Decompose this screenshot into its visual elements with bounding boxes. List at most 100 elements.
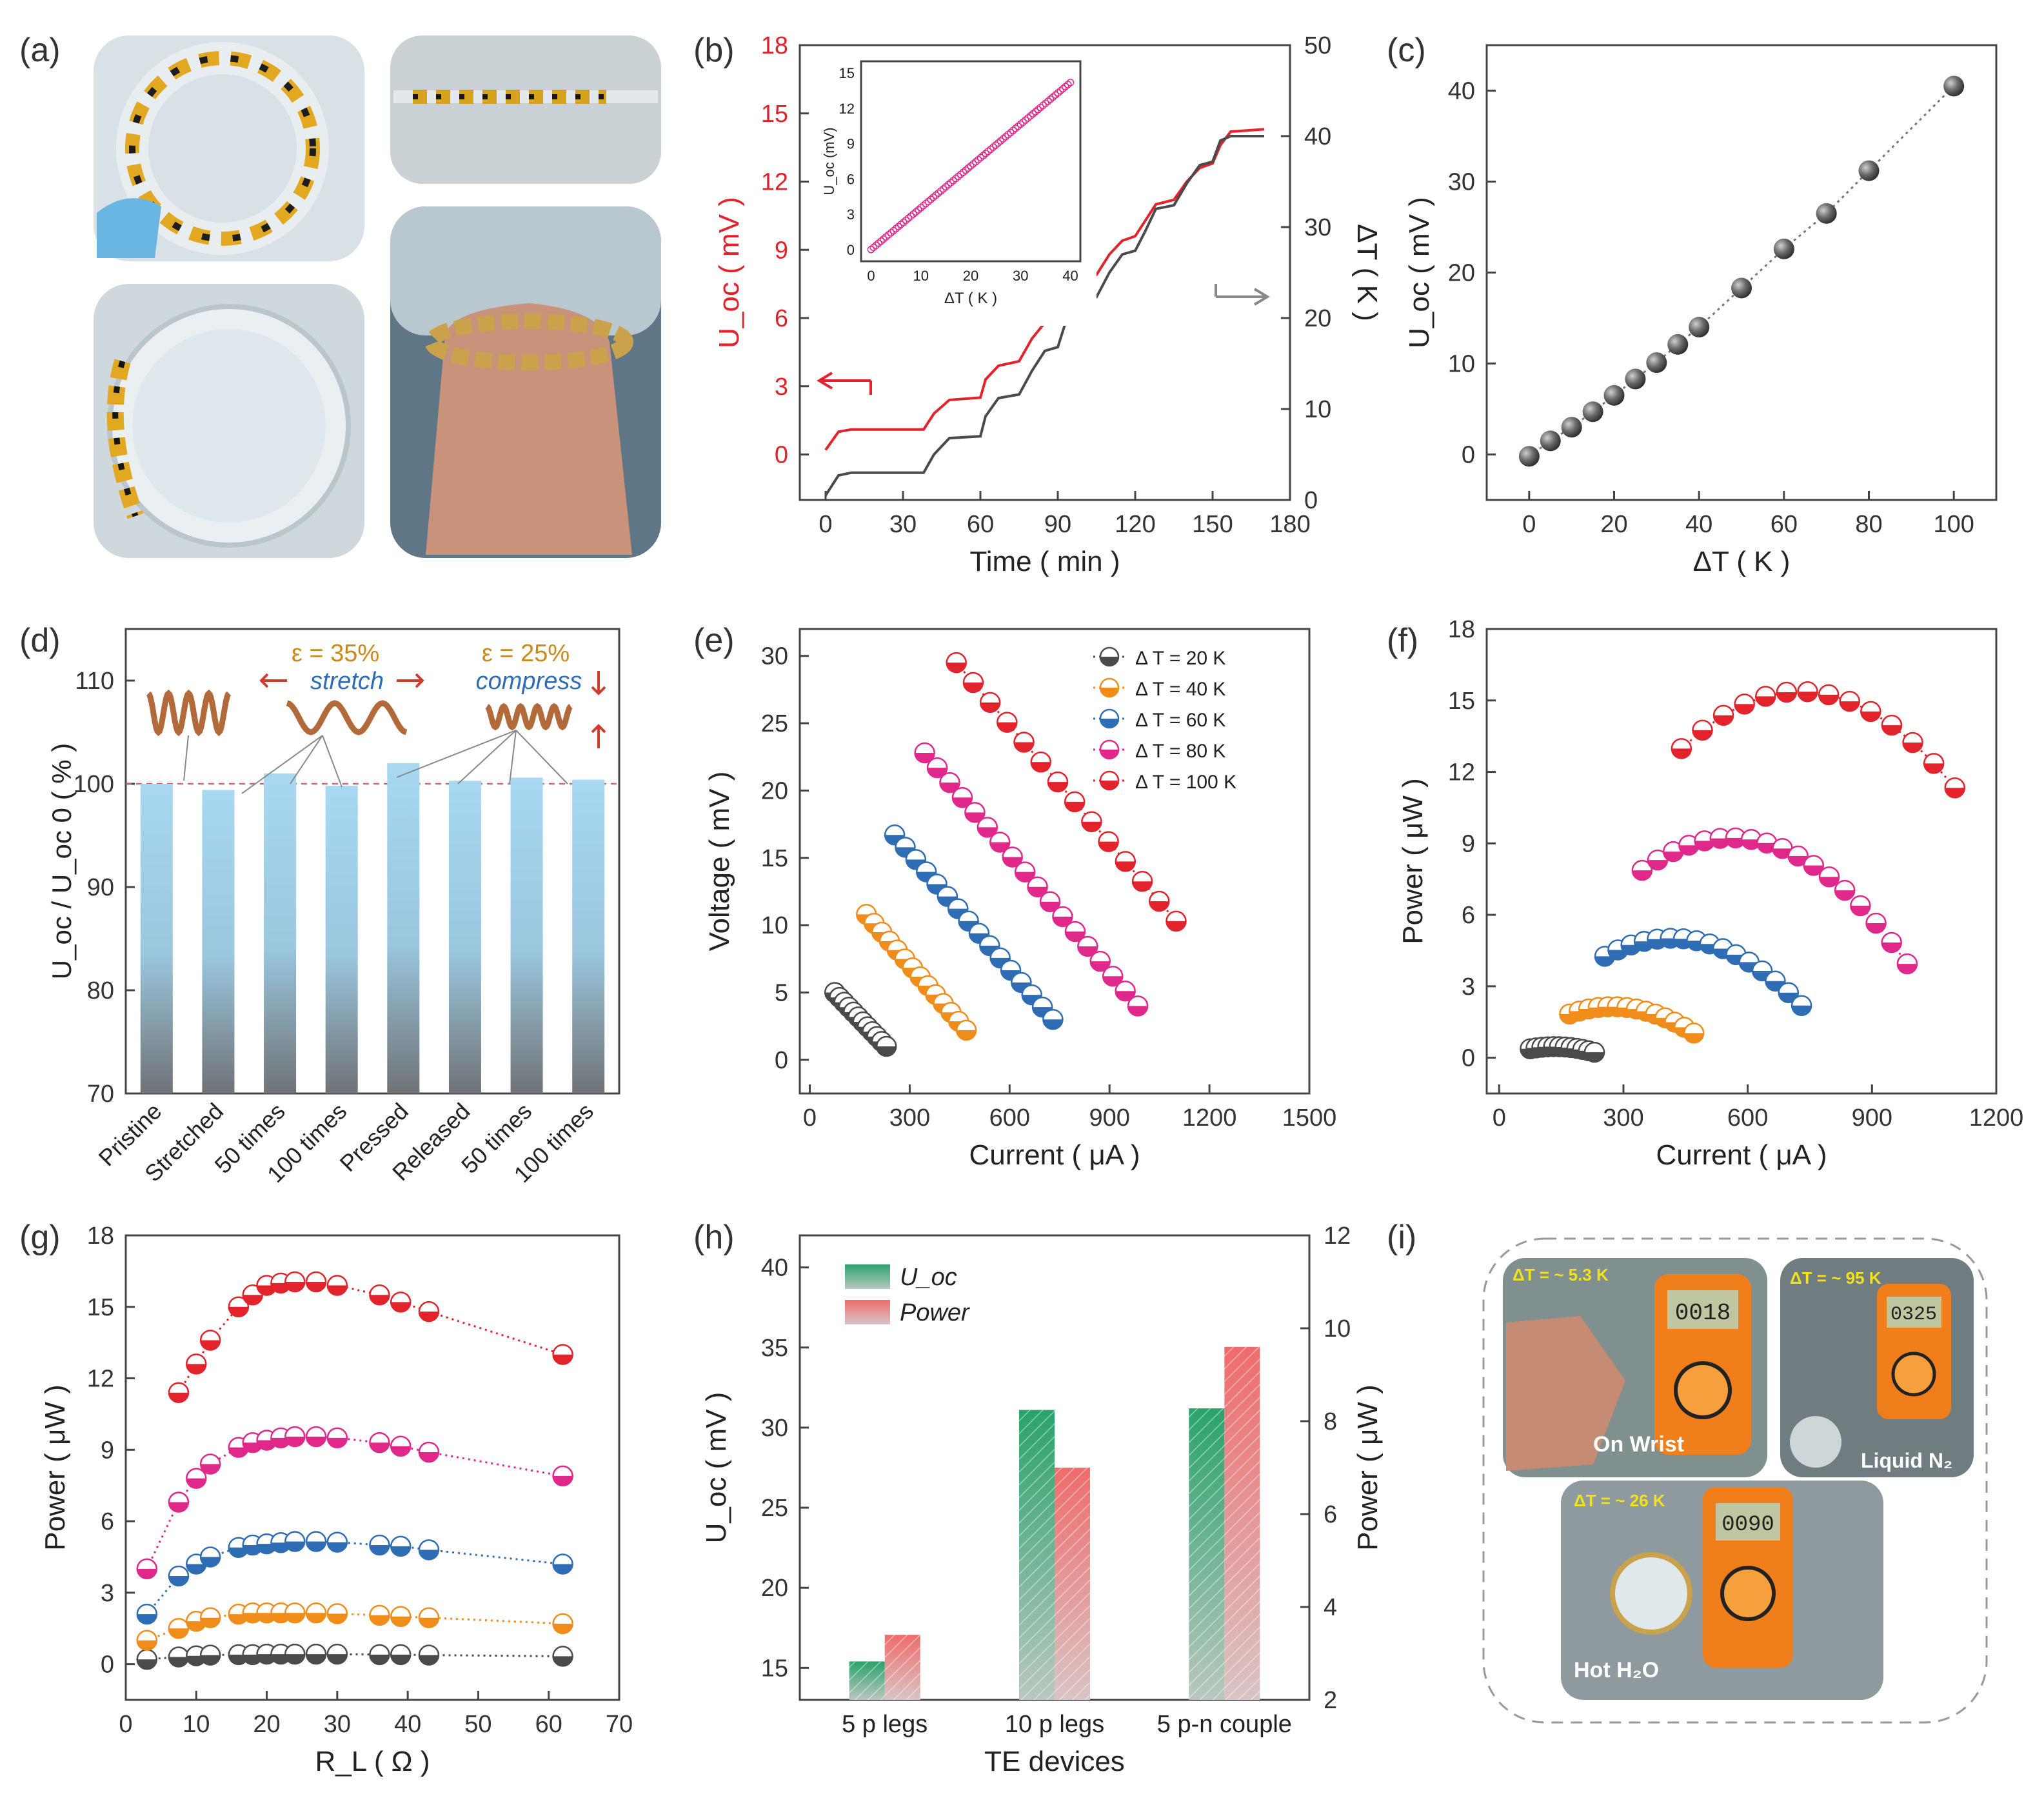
y-tick-label: 15 <box>761 845 788 872</box>
x-tick-label: 60 <box>1771 511 1798 538</box>
data-point-fill <box>1115 861 1135 872</box>
collage-dashed-frame <box>1482 1237 1988 1724</box>
inset-point <box>997 137 1005 145</box>
data-point <box>1625 368 1646 390</box>
category-label: 5 p legs <box>842 1711 928 1738</box>
x-tick-label: 10 <box>183 1711 210 1738</box>
data-point-fill <box>391 1654 411 1664</box>
data-point-fill <box>186 1564 206 1574</box>
data-point-fill <box>228 1447 248 1457</box>
y-tick-label: 12 <box>1324 1222 1351 1250</box>
y-tick-label: 0 <box>775 1047 788 1074</box>
x-tick-label: 0 <box>1522 511 1536 538</box>
inset-y-tick-label: 0 <box>847 242 855 258</box>
x-tick-label: 20 <box>253 1711 280 1738</box>
data-point-fill <box>306 1541 326 1552</box>
y-axis-label: U_oc / U_oc 0 ( % ) <box>46 743 77 979</box>
inset-x-tick-label: 0 <box>867 268 875 284</box>
panel-labels: (a) (b) (c) (d) (e) (f) (g) (h) (i) <box>19 32 1426 1256</box>
data-point-fill <box>1945 788 1965 798</box>
y-tick-label: 0 <box>775 442 788 469</box>
spring-pristine <box>146 689 232 737</box>
legend-marker-fill <box>1100 750 1118 759</box>
data-point-fill <box>327 1613 347 1624</box>
y-tick-label: 40 <box>1448 78 1475 105</box>
inset-point <box>889 226 897 235</box>
data-point-fill <box>553 1656 573 1666</box>
data-point <box>1646 352 1667 374</box>
wrist-device-photo <box>390 206 661 558</box>
inset-point <box>869 243 878 252</box>
data-point-fill <box>980 702 1000 712</box>
inset-point <box>964 164 972 172</box>
x-tick-label: 30 <box>889 511 917 538</box>
data-point-fill <box>1924 763 1944 773</box>
data-point-fill <box>1734 704 1754 714</box>
inset-point <box>902 216 910 224</box>
panel-label-i: (i) <box>1387 1219 1416 1256</box>
y-tick-label: 40 <box>761 1255 788 1282</box>
data-point-fill <box>370 1654 390 1664</box>
data-point-fill <box>940 783 960 793</box>
hot-water-measurement-photo: 0090 ΔT = ~ 26 K Hot H₂O <box>1561 1481 1883 1700</box>
inset-point <box>917 204 925 212</box>
x-tick-label: 0 <box>1493 1104 1506 1132</box>
inset-point <box>1004 130 1012 139</box>
panel-label-f: (f) <box>1387 622 1418 659</box>
inset-point <box>880 235 888 243</box>
legend-label: Δ T = 40 K <box>1135 679 1225 700</box>
plot-frame <box>124 1234 620 1701</box>
inset-point <box>1026 112 1035 120</box>
inset-point <box>1034 106 1042 114</box>
charts-layer: 0 30 60 90 120 150 180036912151801020304050Tim… <box>39 32 2023 1777</box>
inset-point <box>989 143 997 151</box>
bar-uoc-hatch <box>1019 1410 1055 1700</box>
category-label: 5 p-n couple <box>1157 1711 1292 1738</box>
data-point-fill <box>963 682 983 692</box>
data-point <box>1731 277 1752 299</box>
bar <box>572 779 605 1093</box>
label-wrist: On Wrist <box>1593 1432 1684 1457</box>
data-point-fill <box>306 1654 326 1664</box>
data-point-fill <box>137 1659 157 1670</box>
data-point-fill <box>1851 905 1870 915</box>
data-point-fill <box>990 842 1010 852</box>
data-point-fill <box>553 1475 573 1486</box>
y-tick-label: 3 <box>1462 973 1475 1001</box>
y2-axis-label: Power ( μW ) <box>1352 1384 1384 1551</box>
series-line <box>955 662 1177 922</box>
data-point-fill <box>915 753 935 763</box>
data-point-fill <box>1082 821 1102 832</box>
data-point-fill <box>419 1550 439 1560</box>
y-tick-label: 0 <box>1462 1045 1475 1072</box>
data-point-fill <box>1648 860 1668 870</box>
pointer-line <box>290 735 323 784</box>
panel-label-a: (a) <box>19 32 61 69</box>
inset-point <box>1037 103 1044 112</box>
inset-point <box>947 179 955 186</box>
data-point <box>1816 203 1837 224</box>
y-tick-label: 15 <box>87 1294 114 1321</box>
x-axis-label: R_L ( Ω ) <box>315 1746 430 1777</box>
pointer-line <box>322 735 342 788</box>
data-point-fill <box>327 1542 347 1552</box>
y-tick-label: 3 <box>101 1580 114 1607</box>
y-tick-label: 10 <box>1448 351 1475 378</box>
panel-a-photos <box>94 35 661 558</box>
x-tick-label: 40 <box>394 1711 421 1738</box>
bar-uoc-hatch <box>849 1661 885 1700</box>
legend-swatch-uoc <box>845 1264 890 1289</box>
dT-n2: ΔT = ~ 95 K <box>1790 1268 1881 1288</box>
y-axis-label: Power ( μW ) <box>39 1384 71 1551</box>
y-tick-label: 35 <box>761 1335 788 1362</box>
bar <box>325 786 358 1093</box>
inset-point <box>927 195 935 203</box>
bar-power-hatch <box>1224 1346 1260 1700</box>
plot-frame <box>1485 628 1998 1095</box>
data-point-fill <box>1015 872 1035 882</box>
x-tick-label: 900 <box>1852 1104 1892 1132</box>
data-point-fill <box>168 1502 188 1512</box>
y-tick-label: 5 <box>775 979 788 1006</box>
data-point-fill <box>1115 991 1135 1001</box>
pointer-line <box>241 735 323 794</box>
